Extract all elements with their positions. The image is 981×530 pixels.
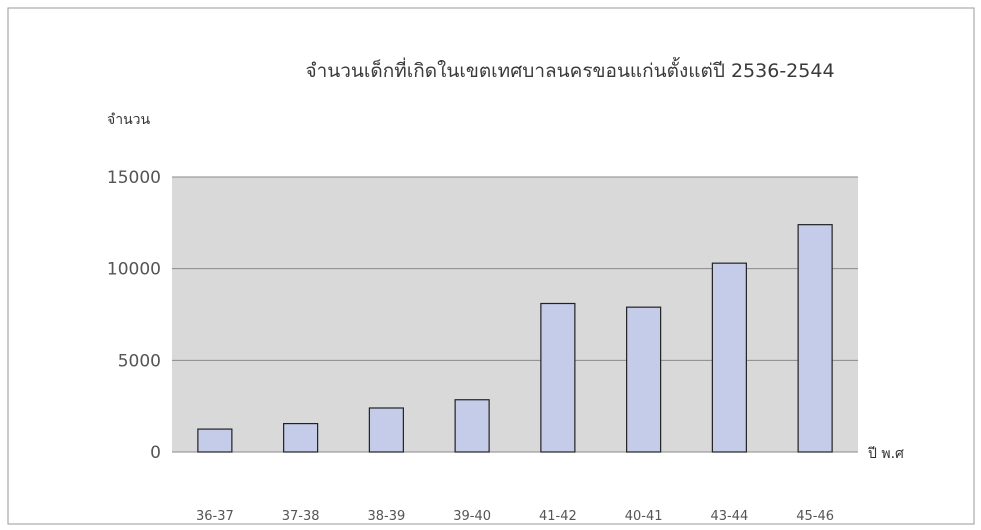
y-tick-label: 10000 <box>107 260 161 280</box>
x-tick-label: 41-42 <box>539 509 577 524</box>
bar-37-38 <box>283 422 319 453</box>
chart-title: จำนวนเด็กที่เกิดในเขตเทศบาลนครขอนแก่นตั้… <box>305 57 834 82</box>
y-tick-label: 0 <box>150 443 161 463</box>
plot-area: 0 5000 10000 15000 36-37 37-38 38-39 39-40 41-42… <box>107 168 858 524</box>
x-axis-label: ปี พ.ศ <box>868 446 904 462</box>
bar-41-42 <box>540 302 576 453</box>
bar-38-39 <box>368 407 404 453</box>
bar-39-40 <box>454 399 490 453</box>
x-tick-label: 40-41 <box>625 509 663 524</box>
x-tick-label: 39-40 <box>453 509 491 524</box>
y-tick-label: 5000 <box>118 351 161 371</box>
x-tick-label: 36-37 <box>196 509 234 524</box>
bar-36-37 <box>197 428 233 453</box>
y-axis-label: จำนวน <box>107 112 150 128</box>
bar-40-41 <box>626 306 662 453</box>
y-tick-label: 15000 <box>107 168 161 188</box>
plot-background <box>172 177 858 452</box>
x-tick-label: 45-46 <box>796 509 834 524</box>
x-tick-label: 43-44 <box>710 509 748 524</box>
bar-43-44 <box>711 262 747 453</box>
bar-45-46 <box>797 224 833 453</box>
x-tick-label: 37-38 <box>282 509 320 524</box>
x-tick-label: 38-39 <box>367 509 405 524</box>
